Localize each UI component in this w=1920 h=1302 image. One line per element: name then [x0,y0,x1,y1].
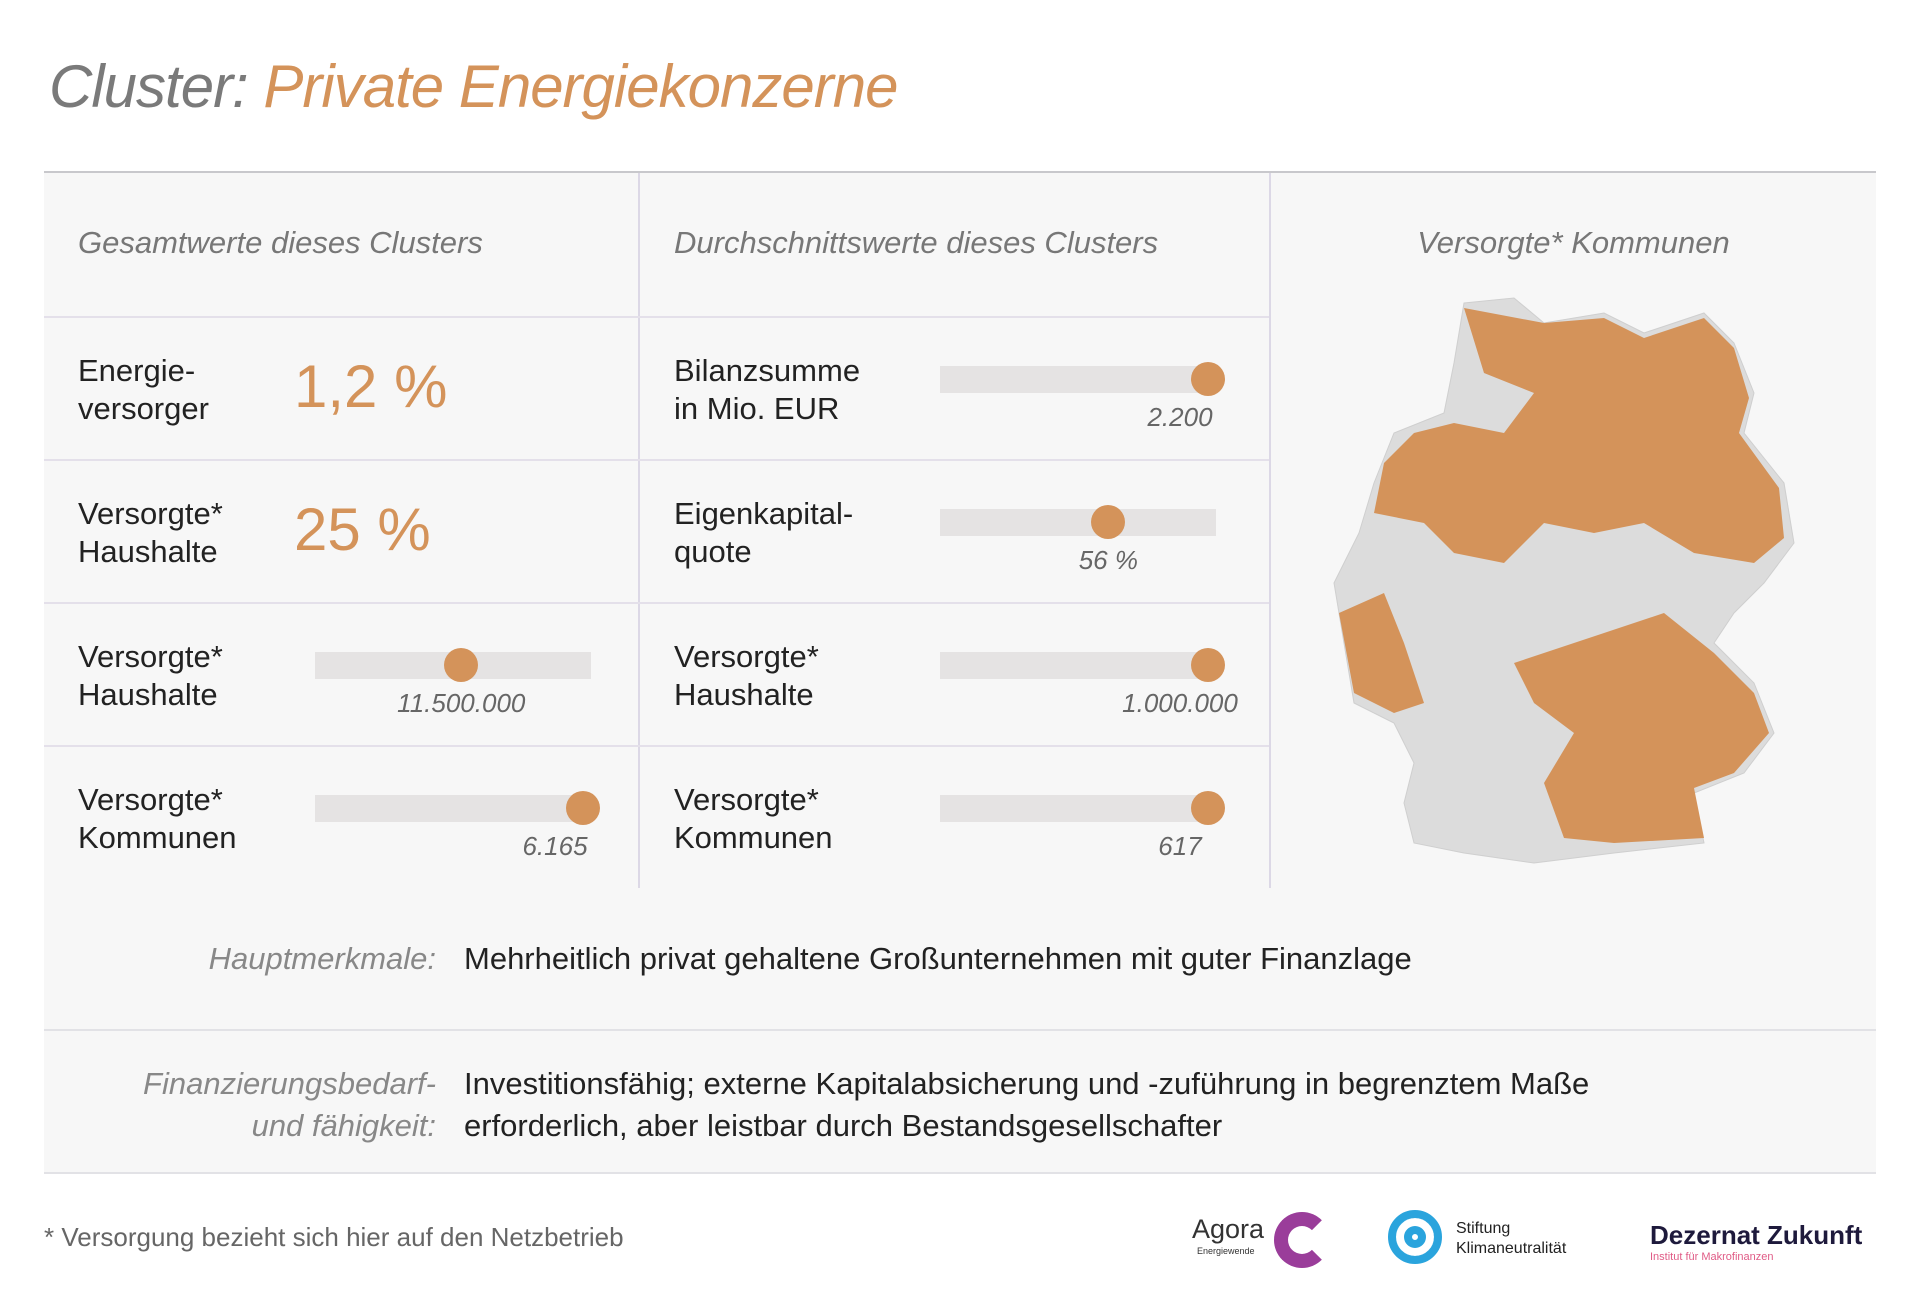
cluster-panel: Gesamtwerte dieses Clusters Durchschnitt… [44,171,1876,888]
metric-value: 617 [1158,831,1202,861]
metric-value: 6.165 [522,831,588,861]
metric-bar: 11.500.000 [315,648,591,718]
map-region [1339,593,1424,713]
total-metric: Versorgte* Haushalte 11.500.000 [44,602,638,745]
divider [44,316,1269,318]
metric-bar: 6.165 [315,791,600,861]
map-region [1374,308,1784,563]
metric-label: Versorgte* Kommunen [674,782,833,855]
divider [44,459,1269,461]
spiral-icon [1388,1210,1442,1264]
footnote: * Versorgung bezieht sich hier auf den N… [44,1222,624,1252]
metric-bar: 56 % [940,505,1216,575]
divider [638,173,640,888]
divider [44,745,1269,747]
average-metric: Versorgte* Haushalte 1.000.000 [640,602,1238,745]
average-metric: Bilanzsumme in Mio. EUR 2.200 [640,316,1234,459]
metric-label: Versorgte* Haushalte [674,639,819,712]
divider [1269,173,1271,888]
divider [44,602,1269,604]
metric-marker [565,791,600,825]
metric-value: 1.000.000 [1122,688,1238,718]
total-header: Gesamtwerte dieses Clusters [78,225,483,260]
average-metric: Eigenkapital-quote 56 % [640,459,1234,602]
metric-bar: 617 [940,791,1225,861]
total-metric: Versorgte* Haushalte 25 % [44,459,638,602]
page-title: Cluster: Private Energiekonzerne [49,53,898,120]
dezernat-logo: Dezernat Zukunft Institut für Makrofinan… [1650,1220,1863,1263]
metric-marker [1091,505,1126,539]
agora-logo: Agora Energiewende [1192,1212,1332,1272]
metric-label: Versorgte* Kommunen [78,782,237,855]
metric-marker [1190,791,1225,825]
metric-value: 2.200 [1147,402,1213,432]
metric-label: Bilanzsumme in Mio. EUR [674,353,861,426]
metric-bar: 2.200 [940,362,1225,432]
metric-marker [1190,362,1225,396]
metric-percent: 1,2 % [294,353,448,420]
map-header: Versorgte* Kommunen [1417,225,1730,260]
germany-map [1333,297,1795,864]
stiftung-logo: Stiftung Klimaneutralität [1388,1208,1608,1268]
metric-value: 11.500.000 [397,688,526,718]
metric-bar: 1.000.000 [940,648,1238,718]
total-metric: Energie-versorger 1,2 % [44,316,638,459]
metric-marker [1190,648,1225,682]
total-metric: Versorgte* Kommunen 6.165 [44,745,638,888]
map-region [1514,613,1769,843]
metric-label: Energie-versorger [78,353,209,426]
metric-label: Eigenkapital-quote [674,496,854,569]
metric-value: 56 % [1078,545,1138,575]
metric-percent: 25 % [294,496,431,563]
agora-icon [1274,1212,1330,1268]
financing-row: Finanzierungsbedarf-und fähigkeit: Inves… [44,1031,1876,1174]
metric-marker [444,648,479,682]
average-metric: Versorgte* Kommunen 617 [640,745,1234,888]
features-row: Hauptmerkmale: Mehrheitlich privat gehal… [44,888,1876,1031]
average-header: Durchschnittswerte dieses Clusters [674,225,1159,260]
metric-label: Versorgte* Haushalte [78,496,223,569]
metric-label: Versorgte* Haushalte [78,639,223,712]
